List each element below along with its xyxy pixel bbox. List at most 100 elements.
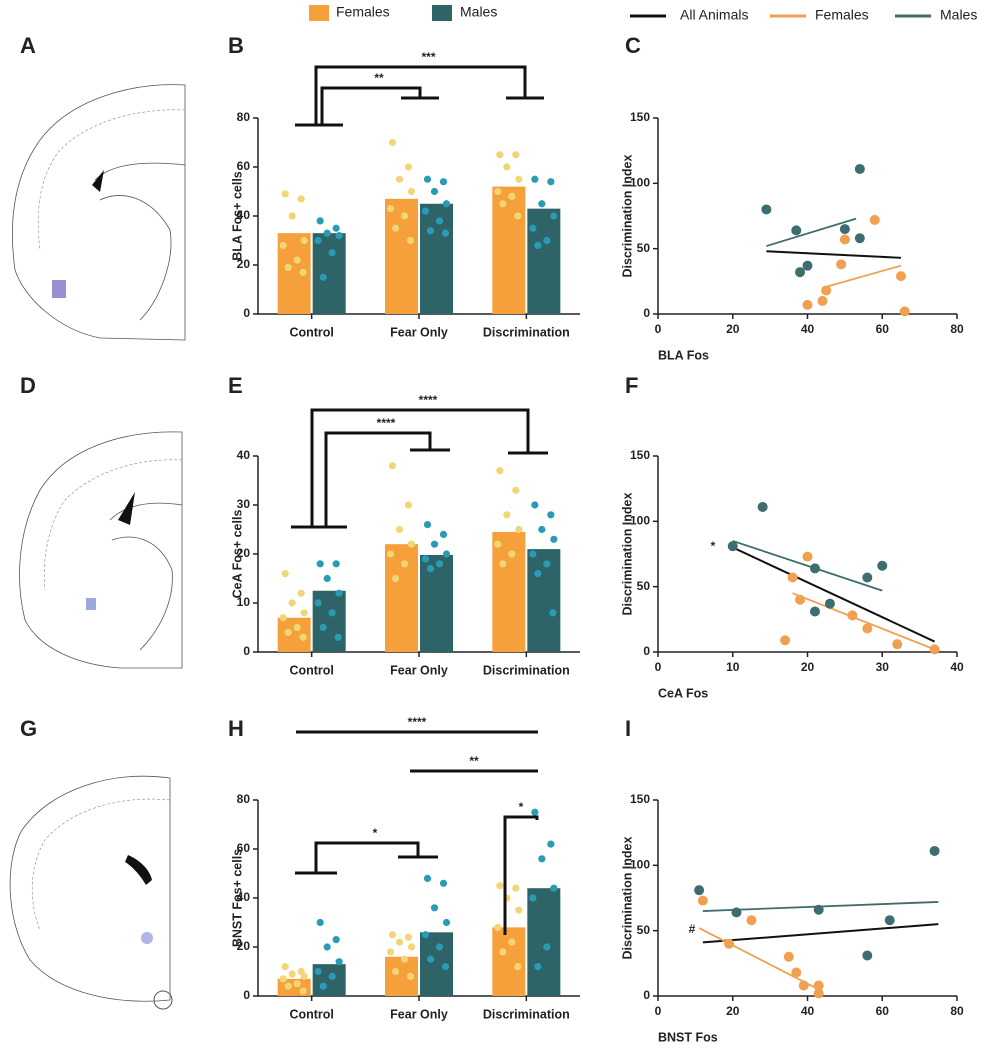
data-point (515, 175, 523, 183)
x-tick-label: Fear Only (390, 325, 448, 339)
bar (527, 888, 561, 996)
significance-label: *** (421, 50, 435, 64)
data-point (328, 249, 336, 257)
data-point (514, 963, 522, 971)
ventricle (92, 170, 104, 192)
y-tick-label: 100 (630, 514, 650, 528)
y-axis-label: BNST Fos+ cells (230, 849, 244, 947)
region-highlight (86, 598, 96, 610)
panel-letter: I (625, 716, 631, 741)
data-point (494, 187, 502, 196)
data-point (284, 263, 292, 272)
y-tick-label: 40 (237, 208, 251, 222)
data-point (316, 560, 324, 568)
data-point (388, 931, 397, 939)
x-tick-label: 80 (950, 322, 964, 336)
brain-section-d (19, 431, 183, 669)
data-point (423, 874, 432, 883)
panel-letter: C (625, 33, 641, 58)
data-point (439, 530, 448, 539)
x-tick-label: 40 (801, 1004, 815, 1018)
data-point (529, 550, 537, 558)
data-point (442, 550, 451, 558)
x-tick-label: Fear Only (390, 663, 448, 677)
data-point (400, 560, 409, 568)
bar (527, 549, 561, 652)
data-point (550, 535, 558, 543)
data-point (795, 267, 806, 278)
x-tick-label: Discrimination (483, 1007, 570, 1021)
data-point (538, 525, 546, 534)
data-point (281, 190, 289, 198)
data-point (503, 163, 511, 171)
data-point (284, 982, 292, 990)
legend-label: Females (336, 4, 390, 20)
data-point (854, 233, 865, 244)
x-tick-label: 60 (876, 322, 890, 336)
y-tick-label: 20 (237, 939, 251, 953)
x-tick-label: 40 (950, 660, 964, 674)
y-tick-label: 50 (637, 579, 651, 593)
data-point (802, 551, 813, 562)
fit-line (702, 923, 939, 944)
x-tick-label: Control (289, 663, 333, 677)
data-point (550, 884, 558, 892)
data-point (847, 610, 858, 621)
data-point (391, 574, 400, 583)
data-point (300, 609, 308, 617)
data-point (288, 599, 296, 607)
data-point (335, 958, 343, 966)
data-point (496, 467, 504, 475)
data-point (426, 227, 435, 235)
data-point (499, 560, 507, 568)
data-point (783, 951, 794, 962)
panel-letter: E (228, 373, 243, 398)
data-point (407, 540, 416, 548)
data-point (892, 639, 903, 650)
data-point (314, 236, 322, 245)
data-point (862, 623, 873, 634)
data-point (407, 943, 416, 951)
data-point (435, 943, 444, 951)
data-point (929, 845, 940, 856)
data-point (435, 217, 444, 225)
data-point (288, 970, 296, 978)
data-point (332, 560, 340, 568)
data-point (694, 885, 705, 896)
data-point (787, 572, 798, 583)
data-point (731, 907, 742, 918)
data-point (515, 525, 523, 534)
legend-label: Males (460, 4, 497, 20)
y-tick-label: 150 (630, 792, 650, 806)
data-point (400, 212, 409, 220)
x-tick-label: Discrimination (483, 663, 570, 677)
data-point (279, 241, 287, 249)
significance-bracket (320, 86, 422, 125)
data-point (798, 980, 809, 991)
data-point (817, 295, 828, 306)
data-point (391, 967, 400, 976)
fit-line (766, 250, 901, 259)
data-point (293, 980, 301, 988)
significance-label: * (519, 800, 524, 814)
data-point (780, 635, 791, 646)
significance-label: ** (469, 754, 479, 768)
data-point (494, 923, 502, 932)
legend-swatch (309, 5, 329, 21)
legend-swatch (432, 5, 452, 21)
data-point (809, 606, 820, 617)
data-point (697, 895, 708, 906)
data-point (423, 175, 432, 183)
data-point (386, 550, 395, 558)
data-point (299, 268, 307, 276)
data-point (297, 589, 305, 597)
significance-label: ** (374, 71, 384, 85)
data-point (441, 963, 450, 971)
data-point (400, 955, 409, 963)
data-point (300, 236, 308, 245)
data-point (895, 271, 906, 282)
x-tick-label: Control (289, 325, 333, 339)
data-point (297, 195, 305, 203)
data-point (877, 560, 888, 571)
data-point (314, 967, 322, 976)
